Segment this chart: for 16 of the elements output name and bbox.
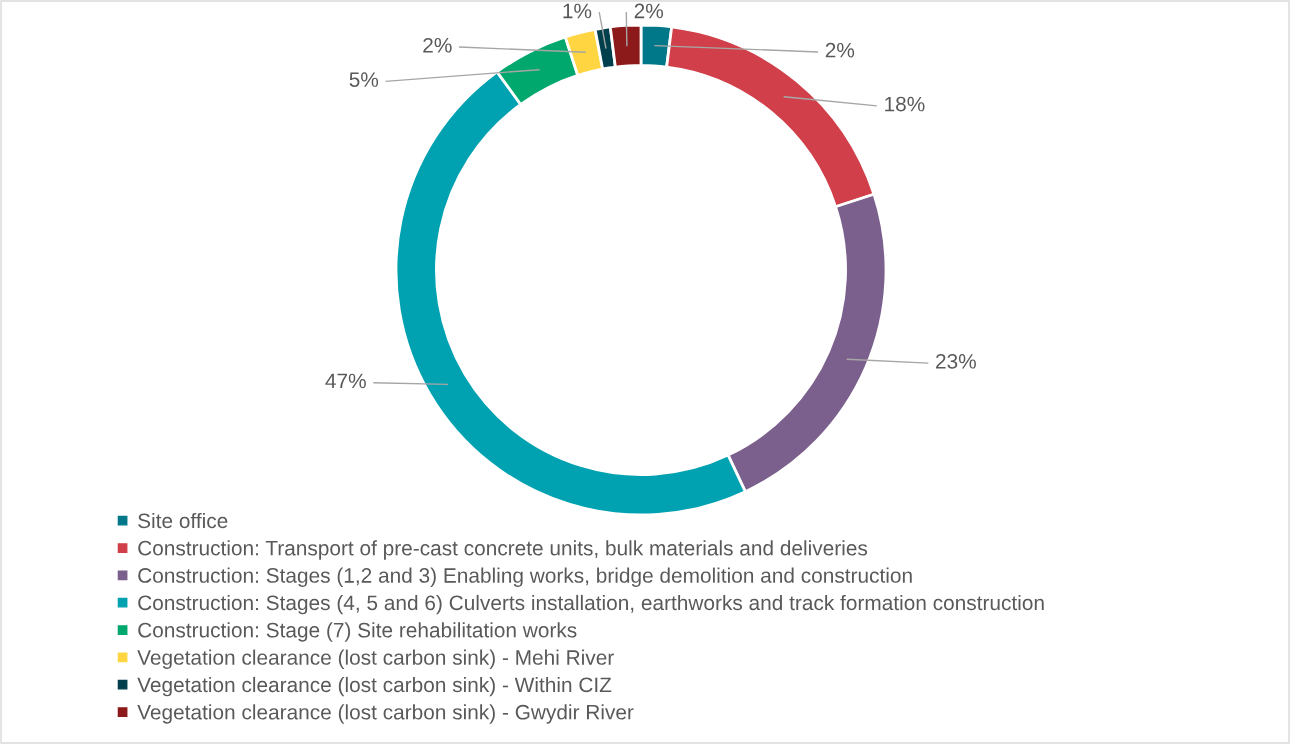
data-label: 5% — [349, 72, 379, 87]
data-label: 1% — [563, 3, 592, 19]
legend-label: Construction: Stage (7) Site rehabilitation works — [138, 622, 577, 642]
data-label: 23% — [936, 353, 976, 369]
legend-label: Construction: Stages (4, 5 and 6) Culverts installation, earthworks and track formation construction — [138, 594, 1044, 615]
data-label: 2% — [423, 37, 452, 53]
legend-label: Construction: Transport of pre-cast concrete units, bulk materials and deliveries — [138, 540, 868, 560]
data-label: 47% — [325, 373, 366, 389]
legend-label: Vegetation clearance (lost carbon sink) - Gwydir River — [137, 704, 634, 724]
legend-label: Site office — [138, 512, 228, 529]
legend-label: Vegetation clearance (lost carbon sink) - Mehi River — [137, 649, 614, 669]
legend-label: Vegetation clearance (lost carbon sink) - Within CIZ — [137, 676, 612, 697]
data-label: 2% — [825, 42, 855, 58]
legend-label: Construction: Stages (1,2 and 3) Enabling works, bridge demolition and construction — [138, 567, 912, 587]
data-label: 2% — [634, 3, 664, 19]
data-label: 18% — [885, 96, 925, 112]
